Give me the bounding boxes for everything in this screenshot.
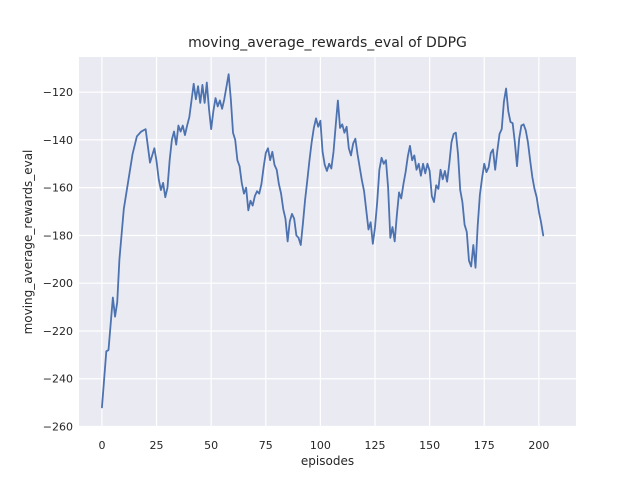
x-tick-label: 75 <box>259 439 273 452</box>
y-tick-label: −140 <box>43 134 73 147</box>
x-tick-label: 50 <box>204 439 218 452</box>
x-tick-label: 25 <box>150 439 164 452</box>
x-tick-label: 150 <box>419 439 440 452</box>
chart-title: moving_average_rewards_eval of DDPG <box>188 35 467 51</box>
y-tick-label: −220 <box>43 325 73 338</box>
x-tick-label: 125 <box>365 439 386 452</box>
x-tick-label: 175 <box>474 439 495 452</box>
x-axis-label: episodes <box>300 454 355 468</box>
axes-background <box>79 57 576 427</box>
y-tick-label: −240 <box>43 373 73 386</box>
x-tick-label: 100 <box>310 439 331 452</box>
x-tick-label: 200 <box>528 439 549 452</box>
y-tick-label: −260 <box>43 421 73 434</box>
data-line <box>101 73 545 409</box>
y-tick-label: −180 <box>43 229 73 242</box>
y-axis-label: moving_average_rewards_eval <box>21 149 35 335</box>
y-tick-label: −200 <box>43 277 73 290</box>
y-tick-label: −160 <box>43 182 73 195</box>
x-tick-label: 0 <box>98 439 105 452</box>
y-tick-label: −120 <box>43 86 73 99</box>
